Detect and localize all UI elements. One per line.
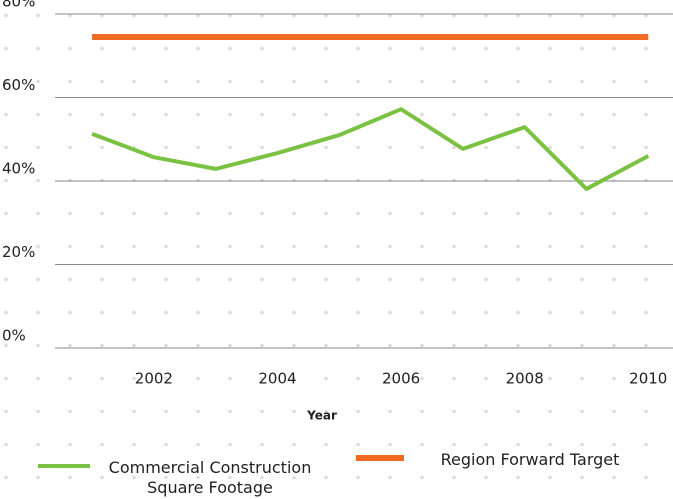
x-tick-label: 2010: [629, 370, 667, 388]
x-tick-label: 2004: [258, 370, 296, 388]
line-series: [91, 107, 650, 191]
y-tick-label: 0%: [2, 327, 26, 345]
x-axis-label: Year: [306, 409, 337, 423]
x-tick-label: 2008: [506, 370, 544, 388]
legend-label: Commercial Construction Square Footage: [108, 458, 312, 497]
y-tick-label: 80%: [2, 0, 35, 11]
x-tick-label: 2002: [135, 370, 173, 388]
x-tick-label: 2006: [382, 370, 420, 388]
legend-label: Region Forward Target: [440, 450, 620, 469]
y-tick-label: 40%: [2, 160, 35, 178]
y-tick-label: 60%: [2, 76, 35, 94]
y-tick-label: 20%: [2, 243, 35, 261]
